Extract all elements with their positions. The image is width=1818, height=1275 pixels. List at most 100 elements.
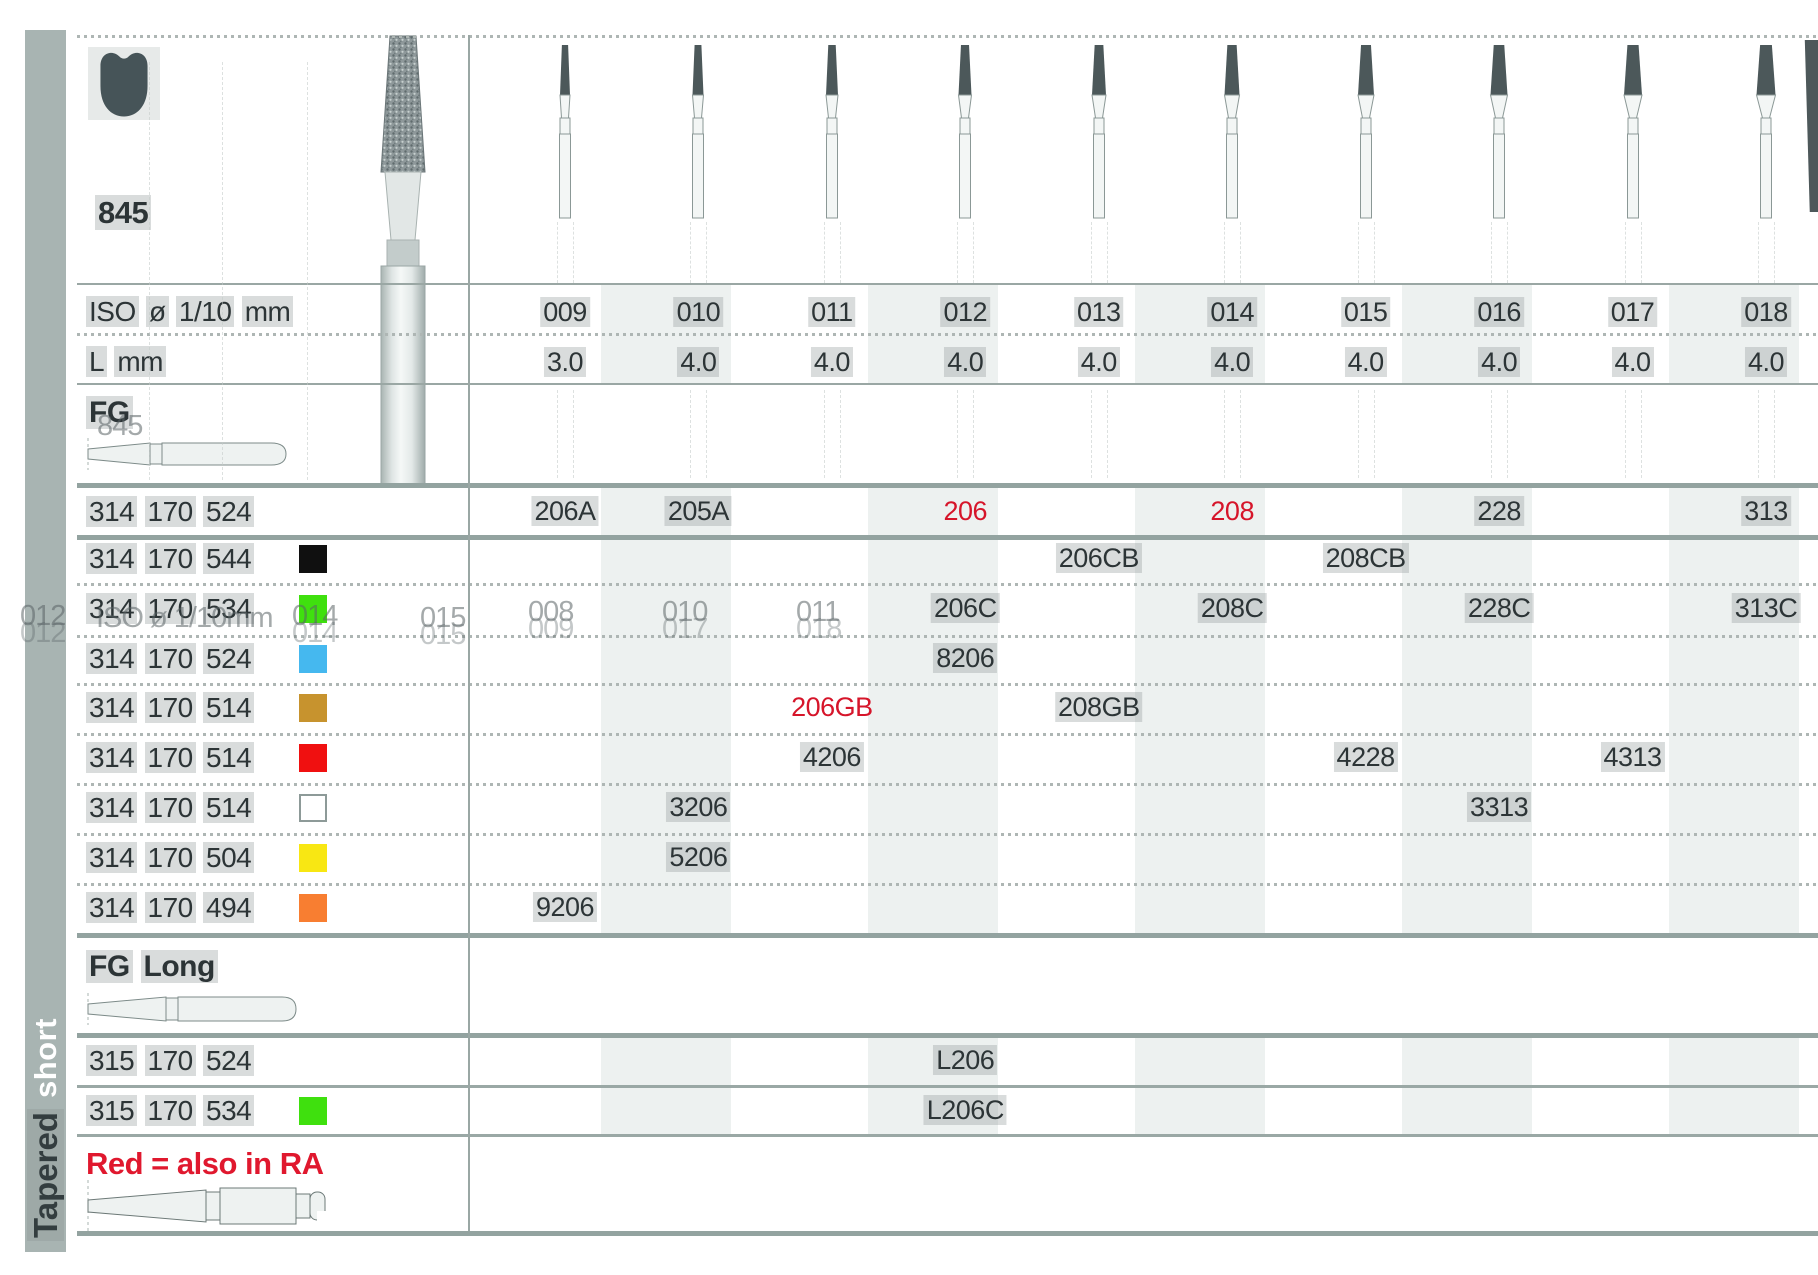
cell-value: 206GB bbox=[791, 692, 873, 723]
text-token: 170 bbox=[144, 643, 196, 674]
bur-icon bbox=[550, 42, 580, 220]
horizontal-rule bbox=[77, 483, 1818, 488]
text-token: 170 bbox=[144, 742, 196, 773]
guide-line bbox=[690, 390, 692, 478]
text-token: 228C bbox=[1464, 593, 1534, 623]
text-token: 010 bbox=[673, 297, 724, 327]
guide-line bbox=[1758, 390, 1759, 478]
ra-shank-drawing bbox=[86, 1180, 326, 1232]
horizontal-rule bbox=[77, 1231, 1818, 1236]
text-token: 170 bbox=[144, 543, 196, 574]
guide-line bbox=[1224, 390, 1226, 478]
text-token: 170 bbox=[144, 1095, 196, 1126]
text-token: 015 bbox=[1340, 297, 1391, 327]
text-token: 314 bbox=[86, 892, 138, 923]
length-value: 3.0 bbox=[543, 347, 587, 378]
text-token: 3206 bbox=[666, 792, 731, 822]
guide-line bbox=[957, 390, 959, 478]
text-token: 206C bbox=[931, 593, 1000, 623]
guide-line bbox=[1624, 222, 1626, 283]
bur-icon bbox=[817, 42, 847, 220]
bur-icon bbox=[1084, 42, 1114, 220]
column-divider bbox=[468, 35, 470, 1231]
iso-value: 018 bbox=[1741, 297, 1791, 328]
order-number: 314 170 514 bbox=[86, 742, 255, 774]
text-token: 3.0 bbox=[543, 347, 587, 377]
length-value: 4.0 bbox=[1478, 347, 1521, 378]
color-swatch-green bbox=[299, 595, 327, 623]
ghost-text: 018 bbox=[796, 613, 842, 645]
color-swatch-red bbox=[299, 744, 327, 772]
text-token: 3313 bbox=[1467, 792, 1532, 822]
guide-line bbox=[823, 222, 825, 283]
length-value: 4.0 bbox=[1077, 347, 1120, 378]
text-token: 208CB bbox=[1322, 543, 1409, 573]
guide-line bbox=[1373, 390, 1375, 478]
text-token: 206 bbox=[943, 496, 988, 526]
text-token: 8206 bbox=[933, 643, 998, 673]
cell-value: 228C bbox=[1464, 593, 1534, 624]
text-token: 017 bbox=[1607, 297, 1658, 327]
horizontal-rule bbox=[77, 733, 1818, 736]
text-token: 4.0 bbox=[1611, 347, 1654, 377]
horizontal-rule bbox=[77, 583, 1818, 586]
horizontal-rule bbox=[77, 783, 1818, 786]
text-token: 314 bbox=[86, 742, 138, 773]
iso-value: 013 bbox=[1074, 297, 1124, 328]
text-token: 170 bbox=[144, 792, 196, 823]
iso-value: 009 bbox=[540, 297, 590, 328]
guide-line bbox=[1774, 222, 1775, 283]
iso-value: 017 bbox=[1607, 297, 1658, 328]
iso-value: 014 bbox=[1207, 297, 1257, 328]
guide-line bbox=[1224, 222, 1226, 283]
column-shading-band bbox=[1402, 488, 1533, 933]
length-value: 4.0 bbox=[944, 347, 987, 378]
cell-value: 3206 bbox=[666, 792, 731, 823]
horizontal-rule bbox=[77, 333, 1818, 336]
text-token: 314 bbox=[86, 593, 138, 624]
text-token: 013 bbox=[1074, 297, 1124, 327]
text-token: 315 bbox=[86, 1095, 138, 1126]
guide-line bbox=[1774, 390, 1775, 478]
bur-icon bbox=[1751, 42, 1781, 220]
text-token: 206GB bbox=[791, 692, 873, 722]
cell-value: 208GB bbox=[1055, 692, 1143, 723]
cell-value: 4228 bbox=[1333, 742, 1398, 773]
ghost-text: 008 bbox=[528, 596, 574, 628]
text-token: 5206 bbox=[666, 842, 731, 872]
text-token: mm bbox=[241, 296, 294, 327]
text-token: 4.0 bbox=[677, 347, 720, 377]
text-token: 4.0 bbox=[944, 347, 987, 377]
sidebar-label-tapered: Tapered bbox=[26, 1109, 65, 1241]
text-token: 314 bbox=[86, 692, 138, 723]
guide-line bbox=[706, 390, 708, 478]
length-row-label: L mm bbox=[86, 346, 167, 378]
text-token: 4228 bbox=[1333, 742, 1398, 772]
guide-line bbox=[222, 62, 223, 480]
length-value: 4.0 bbox=[1211, 347, 1254, 378]
text-token: 170 bbox=[144, 1045, 196, 1076]
guide-line bbox=[573, 390, 574, 478]
color-swatch-black bbox=[299, 545, 327, 573]
column-shading-band bbox=[868, 488, 999, 933]
text-token: 314 bbox=[86, 792, 138, 823]
text-token: 4.0 bbox=[1744, 347, 1788, 377]
ghost-text: 011 bbox=[796, 596, 840, 628]
cell-value: 206C bbox=[931, 593, 1000, 624]
cell-value: 228 bbox=[1474, 496, 1524, 527]
cell-value: 205A bbox=[664, 496, 732, 527]
horizontal-rule bbox=[77, 383, 1818, 385]
column-shading-band bbox=[601, 488, 732, 933]
guide-line bbox=[1491, 390, 1493, 478]
order-number: 314 170 494 bbox=[86, 892, 255, 924]
text-token: 170 bbox=[144, 593, 196, 624]
length-value: 4.0 bbox=[810, 347, 853, 378]
text-token: 4.0 bbox=[1344, 347, 1387, 377]
text-token: 208 bbox=[1210, 496, 1254, 526]
column-shading-band bbox=[1135, 488, 1266, 933]
horizontal-rule bbox=[77, 933, 1818, 938]
cell-value: 206CB bbox=[1055, 543, 1142, 574]
text-token: Long bbox=[140, 950, 218, 983]
text-token: 1/10 bbox=[175, 296, 235, 327]
